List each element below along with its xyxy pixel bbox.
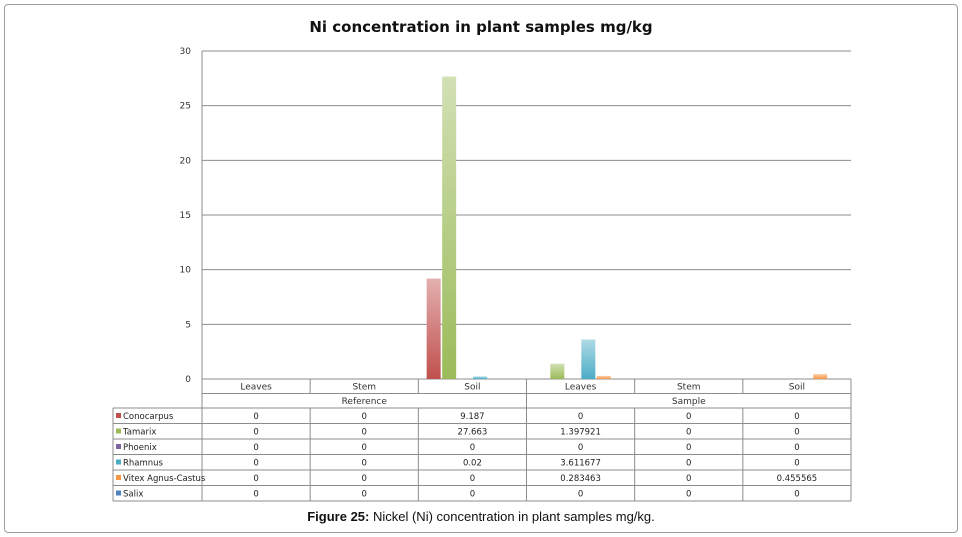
bar-conocarpus <box>426 278 441 379</box>
x-tick-label: Soil <box>464 383 480 393</box>
data-label: 0.455565 <box>777 474 818 484</box>
data-label: 0 <box>578 412 583 422</box>
data-label: 0 <box>253 490 258 500</box>
data-label: 0 <box>362 490 367 500</box>
data-label: 0 <box>794 490 799 500</box>
group-label: Sample <box>672 397 706 407</box>
data-label: 0 <box>470 490 475 500</box>
legend-swatch <box>116 413 121 418</box>
data-label: 0 <box>253 443 258 453</box>
data-label: 0 <box>686 459 691 469</box>
data-label: 0 <box>578 490 583 500</box>
x-tick-label: Stem <box>352 383 376 393</box>
data-label: 0 <box>362 474 367 484</box>
legend-swatch <box>116 475 121 480</box>
figure-label: Figure 25: <box>307 509 370 524</box>
data-label: 0 <box>686 443 691 453</box>
data-label: 0 <box>686 490 691 500</box>
data-label: 0 <box>470 443 475 453</box>
data-label: 0 <box>794 443 799 453</box>
legend-label: Vitex Agnus-Castus <box>123 474 206 484</box>
data-label: 0 <box>362 412 367 422</box>
legend-label: Conocarpus <box>123 412 174 422</box>
y-tick-label: 25 <box>180 102 191 112</box>
figure-caption: Figure 25: Nickel (Ni) concentration in … <box>0 509 962 524</box>
data-label: 0.283463 <box>560 474 601 484</box>
data-label: 0 <box>253 412 258 422</box>
data-label: 0.02 <box>463 459 482 469</box>
legend-swatch <box>116 444 121 449</box>
data-label: 0 <box>362 428 367 438</box>
chart-title: Ni concentration in plant samples mg/kg <box>309 18 653 36</box>
data-label: 0 <box>253 428 258 438</box>
data-label: 27.663 <box>458 428 488 438</box>
data-label: 0 <box>470 474 475 484</box>
legend-swatch <box>116 490 121 496</box>
bar-tamarix <box>550 363 565 379</box>
data-label: 0 <box>253 474 258 484</box>
y-tick-label: 0 <box>185 375 191 385</box>
data-label: 1.397921 <box>560 428 601 438</box>
y-tick-label: 5 <box>185 320 191 330</box>
data-label: 3.611677 <box>560 459 601 469</box>
y-tick-label: 10 <box>180 266 192 276</box>
bar-vitex-agnus-castus <box>596 375 611 379</box>
figure-caption-text: Nickel (Ni) concentration in plant sampl… <box>369 509 655 524</box>
x-tick-label: Leaves <box>565 383 597 393</box>
bar-tamarix <box>442 76 457 379</box>
x-tick-label: Soil <box>789 383 805 393</box>
data-label: 0 <box>794 428 799 438</box>
legend-label: Rhamnus <box>123 459 164 469</box>
data-label: 0 <box>686 428 691 438</box>
chart-frame <box>4 4 958 533</box>
y-tick-label: 20 <box>180 156 192 166</box>
data-label: 0 <box>578 443 583 453</box>
data-label: 9.187 <box>460 412 484 422</box>
x-tick-label: Leaves <box>240 383 272 393</box>
y-tick-label: 30 <box>180 47 192 57</box>
legend-label: Salix <box>123 490 143 500</box>
data-label: 0 <box>686 412 691 422</box>
data-label: 0 <box>253 459 258 469</box>
bar-rhamnus <box>581 339 596 379</box>
bar-vitex-agnus-castus <box>813 374 828 379</box>
y-tick-label: 15 <box>180 211 191 221</box>
legend-swatch <box>116 428 121 434</box>
data-label: 0 <box>794 412 799 422</box>
data-label: 0 <box>362 459 367 469</box>
legend-label: Phoenix <box>123 443 157 453</box>
data-label: 0 <box>794 459 799 469</box>
data-label: 0 <box>686 474 691 484</box>
x-tick-label: Stem <box>677 383 701 393</box>
group-label: Reference <box>342 397 388 407</box>
legend-label: Tamarix <box>122 428 156 438</box>
bar-rhamnus <box>473 376 488 379</box>
data-label: 0 <box>362 443 367 453</box>
legend-swatch <box>116 459 121 465</box>
